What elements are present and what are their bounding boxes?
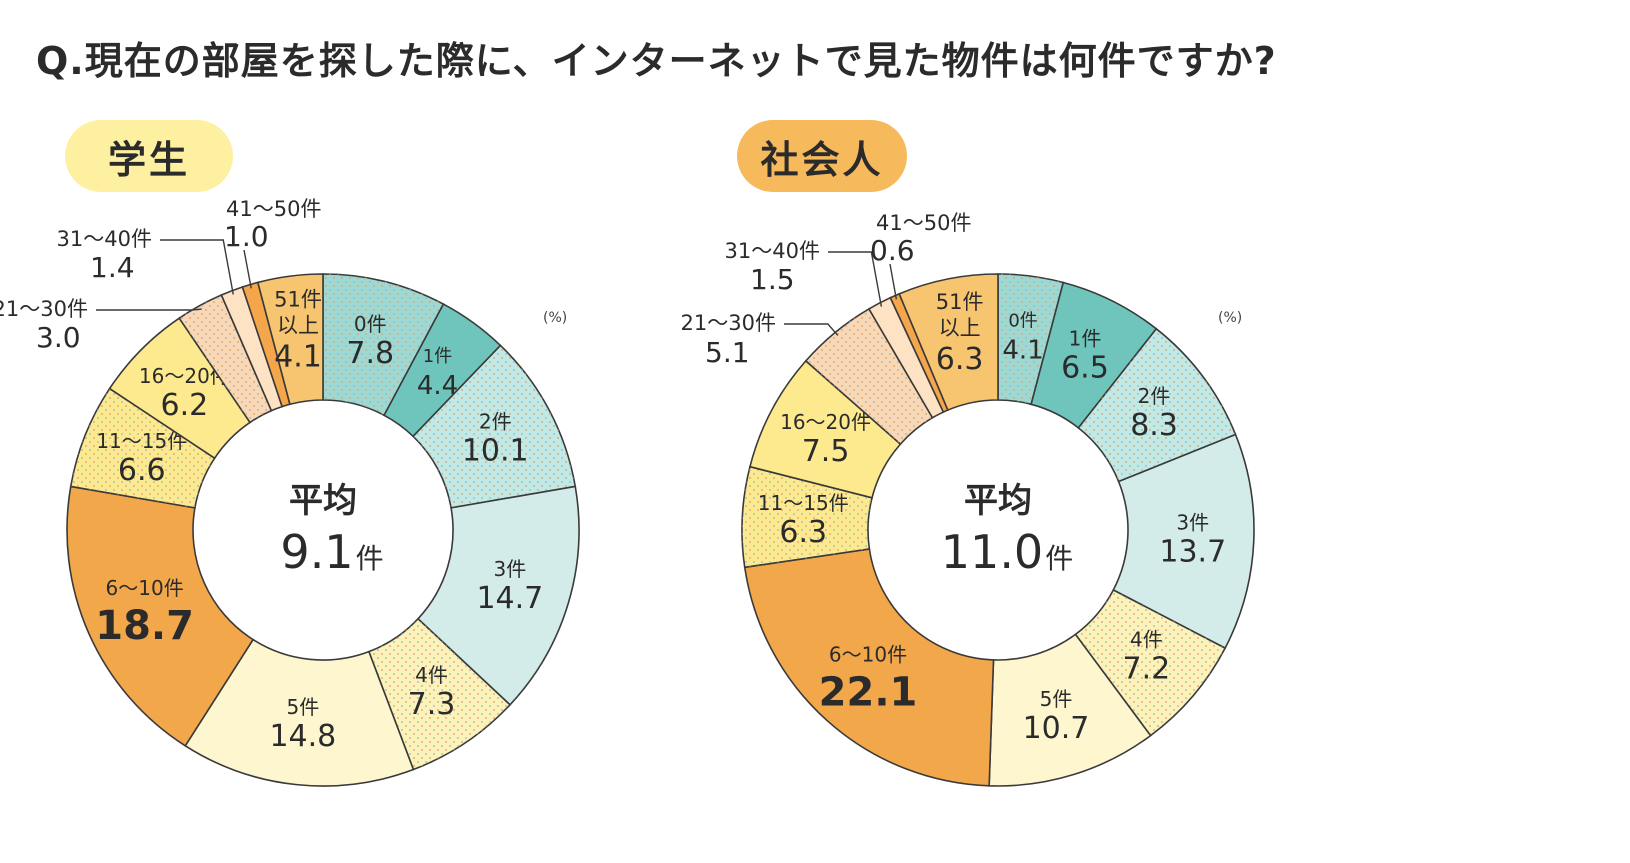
slice-value: 6.5 bbox=[1061, 350, 1109, 385]
center-label: 平均 bbox=[964, 481, 1032, 521]
slice-value: 5.1 bbox=[705, 336, 750, 369]
slice-value: 14.7 bbox=[476, 581, 543, 616]
slice-label: 21〜30件 bbox=[681, 311, 776, 335]
page-title: Q.現在の部屋を探した際に、インターネットで見た物件は何件ですか? bbox=[36, 39, 1277, 83]
leader-line bbox=[96, 308, 202, 311]
unit-note: (%) bbox=[543, 310, 567, 326]
slice-label: 4件 bbox=[1130, 628, 1163, 652]
slice-value: 1.0 bbox=[224, 220, 269, 253]
slice-label: 3件 bbox=[1176, 511, 1209, 535]
slice-value: 10.7 bbox=[1023, 711, 1090, 746]
slice-pattern-2 bbox=[1078, 328, 1236, 482]
slice-pattern-4 bbox=[1075, 589, 1226, 736]
slice-label: 0件 bbox=[354, 312, 387, 336]
slice-value: 3.0 bbox=[36, 321, 81, 354]
leader-line bbox=[889, 263, 898, 300]
slice-label: 6〜10件 bbox=[829, 642, 907, 666]
slice-value: 7.5 bbox=[802, 434, 850, 469]
slice-6-10 bbox=[743, 548, 995, 787]
slice-value: 6.6 bbox=[118, 453, 166, 488]
center-label: 平均 bbox=[289, 481, 357, 521]
slice-label-2: 以上 bbox=[277, 314, 319, 338]
leader-line bbox=[243, 249, 252, 289]
slice-label: 21〜30件 bbox=[0, 297, 88, 321]
slice-pattern-4 bbox=[368, 618, 511, 770]
slice-value: 7.3 bbox=[408, 687, 456, 722]
leader-line bbox=[828, 251, 883, 307]
slice-label: 5件 bbox=[1040, 687, 1073, 711]
slice-label: 51件 bbox=[936, 290, 984, 314]
slice-label: 11〜15件 bbox=[758, 491, 849, 515]
slice-value: 22.1 bbox=[819, 669, 918, 715]
slice-label: 0件 bbox=[1008, 311, 1037, 332]
slice-label: 41〜50件 bbox=[226, 197, 321, 221]
slice-value: 10.1 bbox=[462, 434, 529, 469]
slice-label: 31〜40件 bbox=[725, 239, 820, 263]
slice-value: 7.2 bbox=[1123, 652, 1171, 687]
slice-value: 18.7 bbox=[95, 603, 194, 649]
slice-label: 1件 bbox=[423, 346, 452, 367]
slice-51+ bbox=[256, 273, 324, 406]
slice-value: 13.7 bbox=[1159, 535, 1226, 570]
slice-pattern-21-30 bbox=[179, 295, 272, 423]
slice-6-10 bbox=[66, 485, 255, 747]
student-pill: 学生 bbox=[65, 120, 233, 192]
slice-pattern-21-30 bbox=[805, 308, 933, 445]
slice-3 bbox=[1112, 433, 1255, 650]
leader-line bbox=[160, 239, 234, 295]
slice-value: 4.1 bbox=[274, 340, 322, 375]
slice-label: 1件 bbox=[1069, 326, 1102, 350]
slice-51+ bbox=[898, 273, 999, 412]
slice-value: 0.6 bbox=[870, 234, 915, 267]
slice-label: 11〜15件 bbox=[96, 429, 187, 453]
slice-value: 6.2 bbox=[160, 388, 208, 423]
slice-pattern-2 bbox=[413, 345, 576, 508]
unit-note: (%) bbox=[1218, 310, 1242, 326]
center-value: 11.0 bbox=[941, 525, 1043, 579]
slice-label: 5件 bbox=[286, 695, 319, 719]
leader-line bbox=[784, 323, 839, 336]
slice-pattern-0 bbox=[323, 274, 444, 416]
slice-value: 6.3 bbox=[779, 515, 827, 550]
slice-pattern-11-15 bbox=[70, 388, 215, 508]
slice-3 bbox=[416, 485, 580, 706]
slice-label: 4件 bbox=[415, 663, 448, 687]
slice-label: 51件 bbox=[274, 288, 322, 312]
slice-label-2: 以上 bbox=[939, 316, 981, 340]
slice-label: 2件 bbox=[479, 410, 512, 434]
slice-label: 3件 bbox=[493, 557, 526, 581]
slice-pattern-11-15 bbox=[742, 466, 873, 568]
center-unit: 件 bbox=[356, 542, 384, 575]
slice-5 bbox=[184, 638, 415, 787]
slice-label: 6〜10件 bbox=[106, 576, 184, 600]
slice-label: 41〜50件 bbox=[876, 211, 971, 235]
center-unit: 件 bbox=[1045, 542, 1073, 575]
slice-pattern-0 bbox=[998, 274, 1064, 405]
slice-value: 4.1 bbox=[1002, 336, 1043, 366]
slice-value: 7.8 bbox=[346, 336, 394, 371]
slice-label: 31〜40件 bbox=[57, 227, 152, 251]
slice-value: 1.4 bbox=[90, 251, 135, 284]
slice-value: 8.3 bbox=[1130, 408, 1178, 443]
center-value: 9.1 bbox=[280, 525, 353, 579]
slice-label: 16〜20件 bbox=[780, 410, 871, 434]
slice-value: 6.3 bbox=[936, 342, 984, 377]
slice-label: 2件 bbox=[1138, 384, 1171, 408]
slice-value: 14.8 bbox=[269, 719, 336, 754]
worker-pill: 社会人 bbox=[737, 120, 907, 192]
slice-value: 1.5 bbox=[750, 263, 795, 296]
